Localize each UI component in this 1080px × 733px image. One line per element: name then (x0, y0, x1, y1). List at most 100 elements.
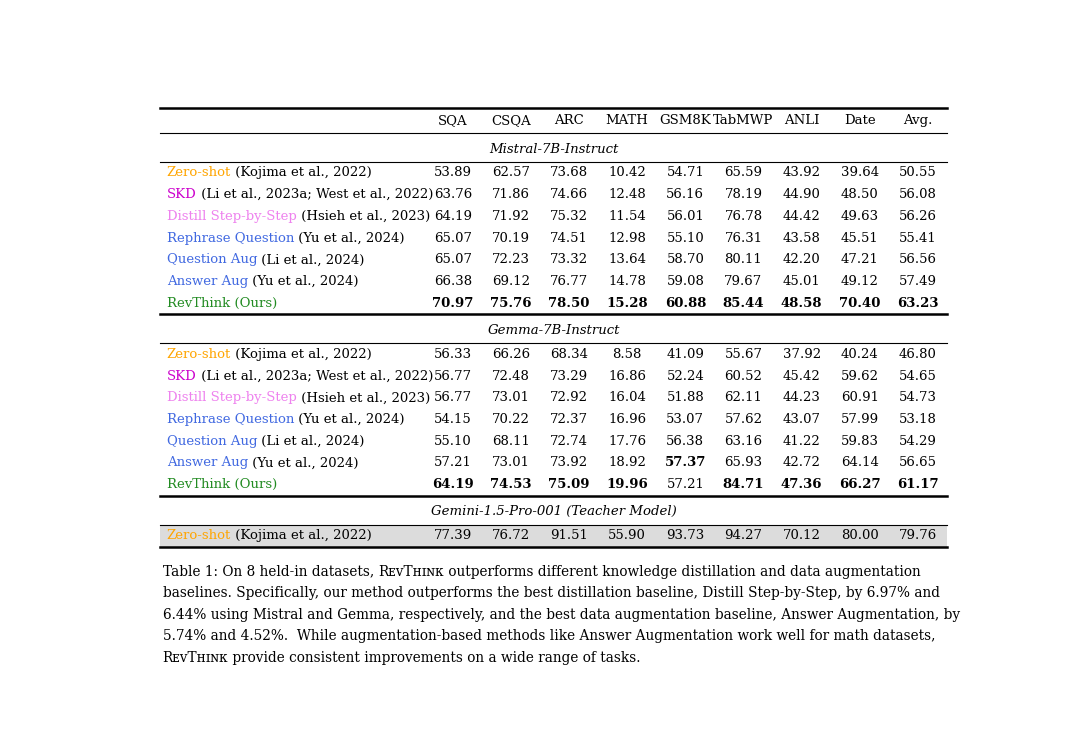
Text: (Yu et al., 2024): (Yu et al., 2024) (294, 232, 405, 245)
Text: 63.76: 63.76 (434, 188, 472, 201)
Text: 48.58: 48.58 (781, 297, 822, 310)
Text: 37.92: 37.92 (783, 348, 821, 361)
Text: 54.29: 54.29 (899, 435, 936, 448)
Text: 56.56: 56.56 (899, 254, 936, 266)
Text: (Li et al., 2023a; West et al., 2022): (Li et al., 2023a; West et al., 2022) (197, 188, 433, 201)
Text: 72.74: 72.74 (550, 435, 589, 448)
Text: 46.80: 46.80 (899, 348, 936, 361)
Text: 42.72: 42.72 (783, 457, 821, 470)
Text: 11.54: 11.54 (608, 210, 646, 223)
Text: 73.92: 73.92 (550, 457, 589, 470)
Text: 52.24: 52.24 (666, 369, 704, 383)
Text: 66.27: 66.27 (839, 478, 880, 491)
Text: 59.62: 59.62 (840, 369, 879, 383)
Text: 41.09: 41.09 (666, 348, 704, 361)
Text: 73.68: 73.68 (550, 166, 589, 180)
Text: 49.63: 49.63 (840, 210, 879, 223)
Text: 55.10: 55.10 (666, 232, 704, 245)
Text: 70.12: 70.12 (783, 529, 821, 542)
Text: (Li et al., 2024): (Li et al., 2024) (257, 435, 365, 448)
Text: 54.73: 54.73 (899, 391, 936, 405)
Text: 62.57: 62.57 (492, 166, 530, 180)
Text: Avg.: Avg. (903, 114, 932, 128)
Text: 79.67: 79.67 (725, 275, 762, 288)
Text: 56.16: 56.16 (666, 188, 704, 201)
Bar (160, 525, 947, 547)
Text: 54.15: 54.15 (434, 413, 472, 426)
Text: 54.65: 54.65 (899, 369, 936, 383)
Text: 47.21: 47.21 (840, 254, 879, 266)
Text: (Kojima et al., 2022): (Kojima et al., 2022) (231, 529, 372, 542)
Text: Rephrase Question: Rephrase Question (166, 232, 294, 245)
Text: 80.00: 80.00 (841, 529, 878, 542)
Text: 73.29: 73.29 (550, 369, 589, 383)
Text: Rephrase Question: Rephrase Question (166, 413, 294, 426)
Text: 18.92: 18.92 (608, 457, 646, 470)
Text: 62.11: 62.11 (725, 391, 762, 405)
Text: 6.44% using Mistral and Gemma, respectively, and the best data augmentation base: 6.44% using Mistral and Gemma, respectiv… (163, 608, 960, 622)
Text: (Yu et al., 2024): (Yu et al., 2024) (294, 413, 405, 426)
Text: (Kojima et al., 2022): (Kojima et al., 2022) (231, 348, 372, 361)
Text: 42.20: 42.20 (783, 254, 821, 266)
Text: Date: Date (843, 114, 876, 128)
Text: 58.70: 58.70 (666, 254, 704, 266)
Text: 56.08: 56.08 (899, 188, 936, 201)
Text: RᴇᴠTʜɪɴᴋ: RᴇᴠTʜɪɴᴋ (163, 650, 228, 665)
Text: 77.39: 77.39 (434, 529, 472, 542)
Text: 43.58: 43.58 (783, 232, 821, 245)
Text: 73.01: 73.01 (492, 391, 530, 405)
Text: Mistral-7B-Instruct: Mistral-7B-Instruct (489, 142, 618, 155)
Text: 70.40: 70.40 (839, 297, 880, 310)
Text: 47.36: 47.36 (781, 478, 822, 491)
Text: 73.32: 73.32 (550, 254, 589, 266)
Text: ARC: ARC (554, 114, 584, 128)
Text: 60.52: 60.52 (725, 369, 762, 383)
Text: Gemma-7B-Instruct: Gemma-7B-Instruct (487, 324, 620, 337)
Text: 72.48: 72.48 (492, 369, 530, 383)
Text: 74.66: 74.66 (550, 188, 589, 201)
Text: 56.38: 56.38 (666, 435, 704, 448)
Text: 57.37: 57.37 (664, 457, 706, 470)
Text: 70.19: 70.19 (492, 232, 530, 245)
Text: 64.14: 64.14 (840, 457, 879, 470)
Text: 56.65: 56.65 (899, 457, 936, 470)
Text: 57.21: 57.21 (434, 457, 472, 470)
Text: 5.74% and 4.52%.  While augmentation-based methods like Answer Augmentation work: 5.74% and 4.52%. While augmentation-base… (163, 629, 935, 643)
Text: 55.10: 55.10 (434, 435, 472, 448)
Text: Zero-shot: Zero-shot (166, 529, 231, 542)
Text: MATH: MATH (606, 114, 649, 128)
Text: 40.24: 40.24 (841, 348, 878, 361)
Text: (Li et al., 2024): (Li et al., 2024) (257, 254, 365, 266)
Text: 55.41: 55.41 (899, 232, 936, 245)
Text: 44.90: 44.90 (783, 188, 821, 201)
Text: ANLI: ANLI (784, 114, 820, 128)
Text: 55.67: 55.67 (725, 348, 762, 361)
Text: 49.12: 49.12 (840, 275, 879, 288)
Text: 10.42: 10.42 (608, 166, 646, 180)
Text: 13.64: 13.64 (608, 254, 646, 266)
Text: (Li et al., 2023a; West et al., 2022): (Li et al., 2023a; West et al., 2022) (197, 369, 433, 383)
Text: 16.96: 16.96 (608, 413, 646, 426)
Text: 78.50: 78.50 (549, 297, 590, 310)
Text: 43.07: 43.07 (783, 413, 821, 426)
Text: 60.88: 60.88 (664, 297, 706, 310)
Text: 75.09: 75.09 (549, 478, 590, 491)
Text: 56.33: 56.33 (434, 348, 472, 361)
Text: 91.51: 91.51 (550, 529, 588, 542)
Text: 76.77: 76.77 (550, 275, 589, 288)
Text: 19.96: 19.96 (606, 478, 648, 491)
Text: Answer Aug: Answer Aug (166, 457, 248, 470)
Text: 72.37: 72.37 (550, 413, 589, 426)
Text: 16.04: 16.04 (608, 391, 646, 405)
Text: Zero-shot: Zero-shot (166, 348, 231, 361)
Text: 65.07: 65.07 (434, 232, 472, 245)
Text: 70.97: 70.97 (432, 297, 473, 310)
Text: 41.22: 41.22 (783, 435, 821, 448)
Text: 71.86: 71.86 (492, 188, 530, 201)
Text: 57.21: 57.21 (666, 478, 704, 491)
Text: 59.08: 59.08 (666, 275, 704, 288)
Text: 56.26: 56.26 (899, 210, 936, 223)
Text: 57.99: 57.99 (840, 413, 879, 426)
Text: 15.28: 15.28 (606, 297, 648, 310)
Text: 51.88: 51.88 (666, 391, 704, 405)
